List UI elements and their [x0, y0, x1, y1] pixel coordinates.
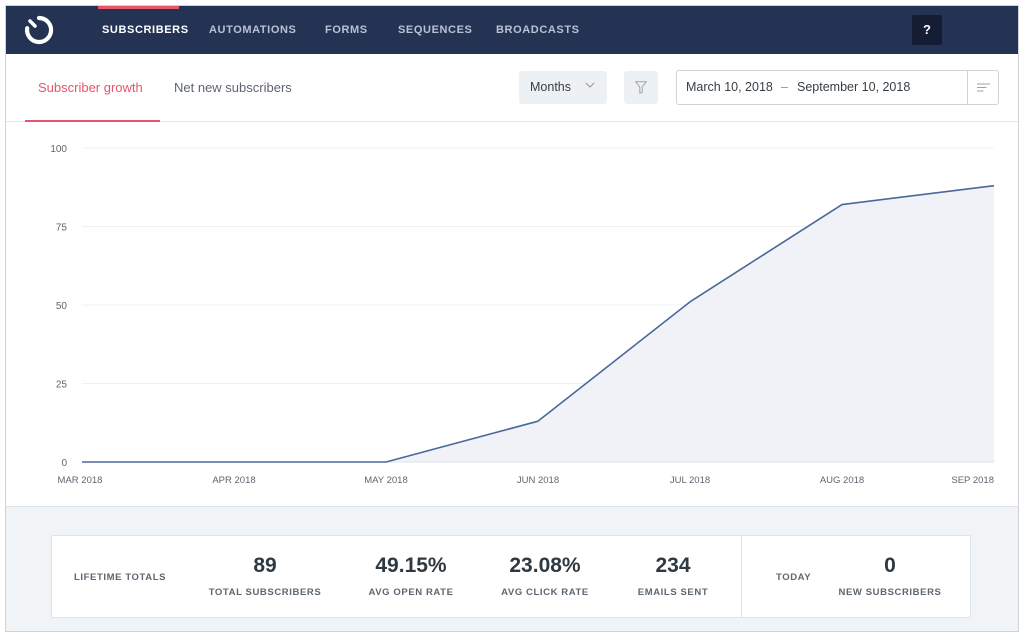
period-select-value: Months — [530, 80, 571, 94]
stat-value: 0 — [884, 554, 896, 577]
top-nav: SUBSCRIBERS AUTOMATIONS FORMS SEQUENCES … — [6, 6, 1018, 54]
x-tick-label: JUN 2018 — [517, 475, 559, 486]
area-fill — [82, 185, 994, 462]
stat-value: 89 — [253, 554, 277, 577]
sort-lines-icon — [977, 83, 990, 92]
date-range-menu-button[interactable] — [967, 71, 998, 104]
chart-svg: 0 25 50 75 100 MAR 2018 APR 2018 MAY 2018 JUN 20… — [50, 144, 996, 486]
help-button[interactable]: ? — [912, 15, 942, 45]
x-tick-label: MAY 2018 — [364, 475, 407, 486]
date-range-end[interactable]: September 10, 2018 — [797, 80, 911, 94]
y-tick-label: 75 — [56, 223, 68, 234]
stats-section: LIFETIME TOTALS 89 TOTAL SUBSCRIBERS 49.… — [6, 506, 1018, 631]
period-select[interactable]: Months — [519, 71, 607, 104]
report-toolbar: Subscriber growth Net new subscribers Mo… — [6, 54, 1018, 122]
data-point — [688, 300, 692, 304]
subscriber-growth-chart: 0 25 50 75 100 MAR 2018 APR 2018 MAY 2018 JUN 20… — [6, 123, 1018, 507]
stat-emails-sent: 234 EMAILS SENT — [598, 554, 748, 598]
data-point — [536, 419, 540, 423]
x-tick-label: JUL 2018 — [670, 475, 710, 486]
filter-icon — [635, 81, 647, 94]
nav-sequences[interactable]: SEQUENCES — [398, 24, 473, 36]
y-tick-label: 50 — [56, 301, 68, 312]
data-point — [992, 184, 996, 188]
series-line — [82, 184, 995, 463]
stat-label: AVG CLICK RATE — [501, 587, 589, 598]
nav-forms[interactable]: FORMS — [325, 24, 368, 36]
stat-label: AVG OPEN RATE — [368, 587, 454, 598]
nav-broadcasts[interactable]: BROADCASTS — [496, 24, 580, 36]
stat-value: 49.15% — [375, 554, 447, 577]
date-range-separator: – — [781, 80, 788, 94]
nav-active-indicator — [98, 6, 179, 9]
stats-card: LIFETIME TOTALS 89 TOTAL SUBSCRIBERS 49.… — [51, 535, 971, 618]
logo-icon[interactable] — [24, 15, 54, 45]
stat-label: TOTAL SUBSCRIBERS — [208, 587, 322, 598]
tab-active-indicator — [25, 120, 160, 122]
nav-automations[interactable]: AUTOMATIONS — [209, 24, 297, 36]
today-label: TODAY — [776, 572, 812, 583]
stat-value: 23.08% — [509, 554, 581, 577]
data-point — [80, 460, 84, 464]
data-point — [840, 203, 844, 207]
y-tick-label: 0 — [61, 458, 67, 469]
stats-divider — [741, 536, 742, 617]
data-point — [232, 460, 236, 464]
lifetime-totals-label: LIFETIME TOTALS — [74, 572, 167, 583]
stat-avg-click-rate: 23.08% AVG CLICK RATE — [470, 554, 620, 598]
app-window: SUBSCRIBERS AUTOMATIONS FORMS SEQUENCES … — [5, 5, 1019, 632]
stat-value: 234 — [655, 554, 691, 577]
chevron-down-icon — [585, 82, 595, 88]
stat-label: EMAILS SENT — [637, 587, 709, 598]
tab-subscriber-growth[interactable]: Subscriber growth — [38, 80, 143, 95]
data-point — [384, 460, 388, 464]
date-range-start[interactable]: March 10, 2018 — [686, 80, 773, 94]
tab-net-new-subscribers[interactable]: Net new subscribers — [174, 80, 292, 95]
x-tick-label: MAR 2018 — [58, 475, 103, 486]
nav-subscribers[interactable]: SUBSCRIBERS — [102, 24, 189, 36]
stat-new-subscribers-today: 0 NEW SUBSCRIBERS — [815, 554, 965, 598]
y-tick-label: 25 — [56, 380, 68, 391]
stat-label: NEW SUBSCRIBERS — [838, 587, 942, 598]
x-tick-label: APR 2018 — [212, 475, 255, 486]
x-tick-label: SEP 2018 — [951, 475, 994, 486]
stat-avg-open-rate: 49.15% AVG OPEN RATE — [336, 554, 486, 598]
date-range-picker[interactable]: March 10, 2018 – September 10, 2018 — [676, 70, 999, 105]
x-tick-label: AUG 2018 — [820, 475, 864, 486]
y-tick-label: 100 — [50, 144, 67, 155]
filter-button[interactable] — [624, 71, 658, 104]
stat-total-subscribers: 89 TOTAL SUBSCRIBERS — [190, 554, 340, 598]
